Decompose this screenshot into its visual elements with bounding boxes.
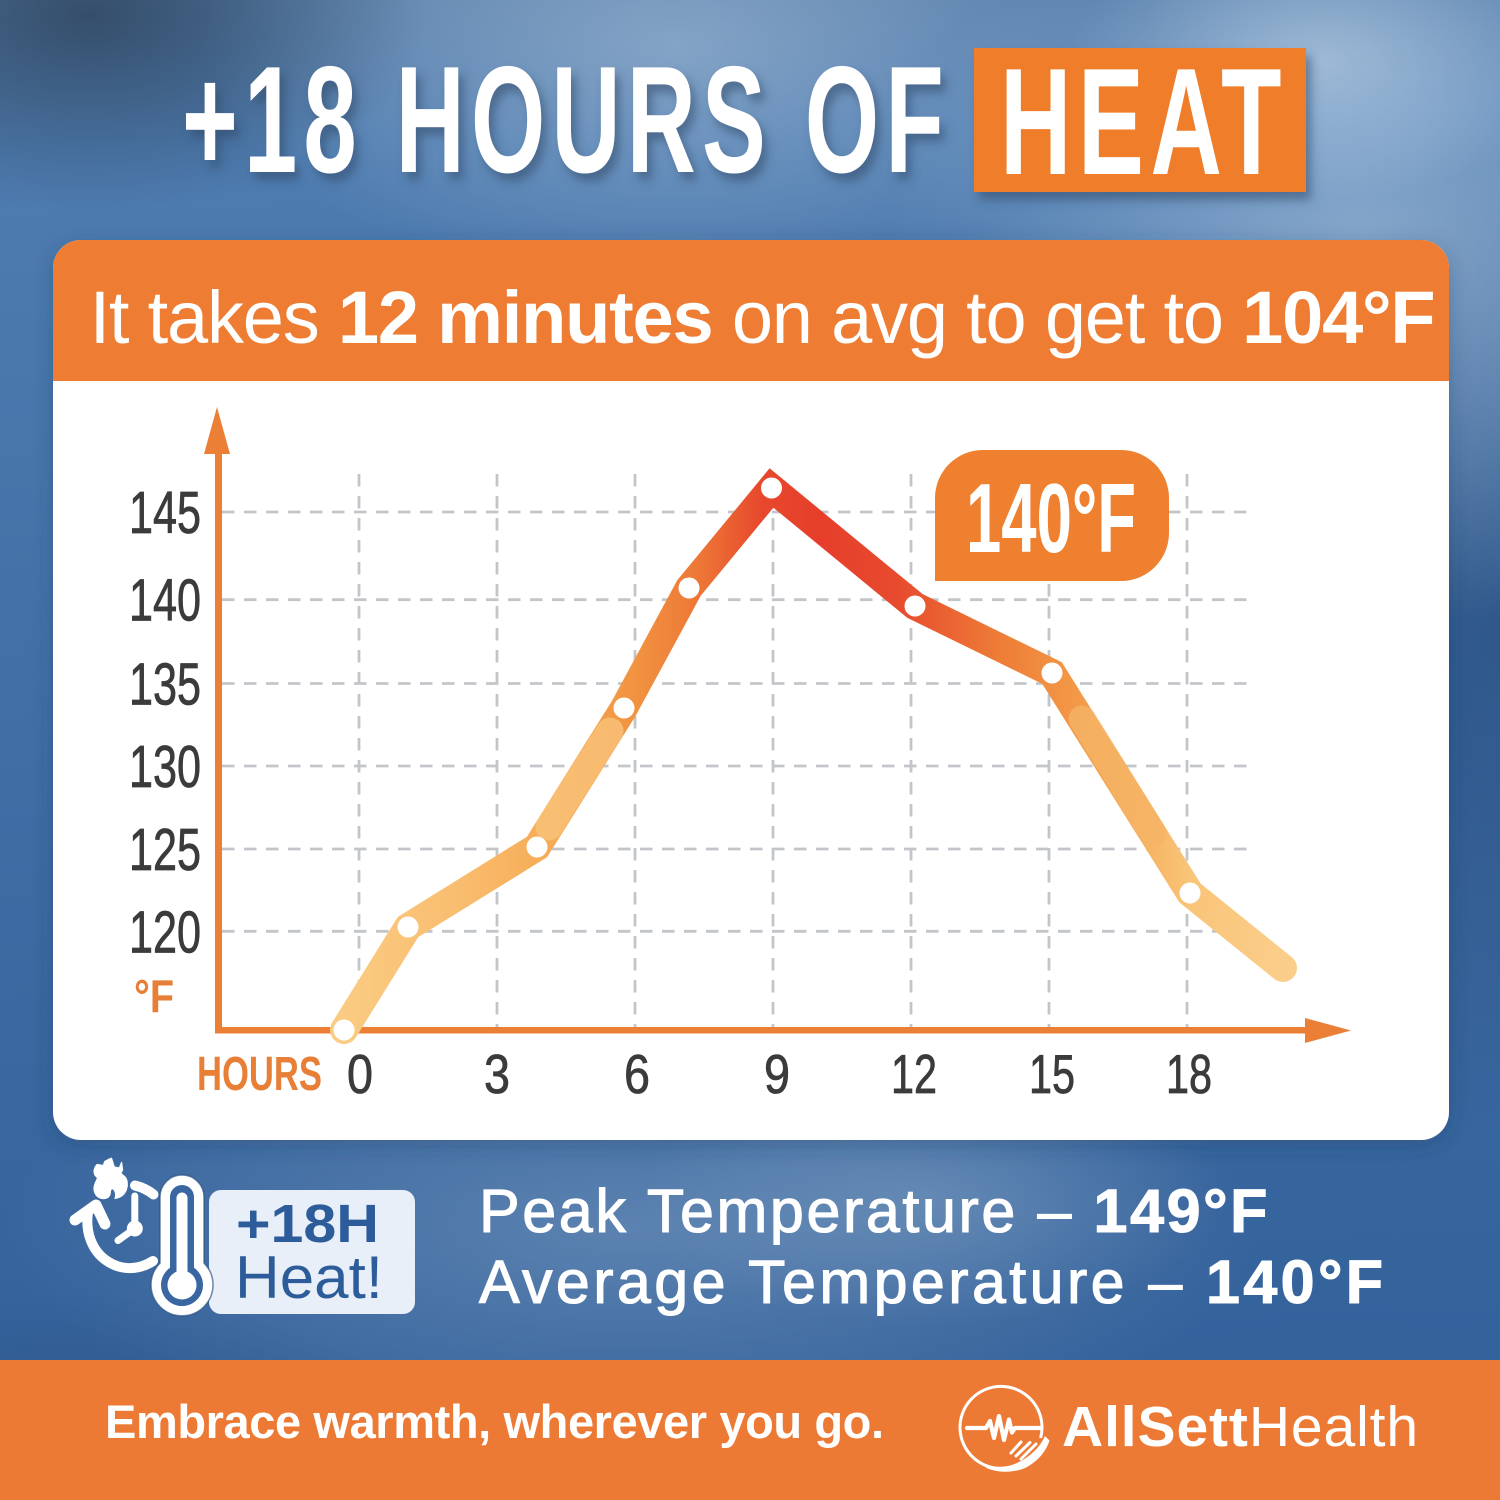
svg-text:12: 12 xyxy=(891,1043,937,1105)
svg-text:It takes 12 minutes on avg to: It takes 12 minutes on avg to get to 104… xyxy=(90,276,1435,359)
svg-text:AllSettHealth: AllSettHealth xyxy=(1062,1395,1419,1459)
svg-text:HEAT: HEAT xyxy=(1000,37,1288,207)
svg-text:Average Temperature – 140°F: Average Temperature – 140°F xyxy=(479,1248,1386,1316)
svg-text:120: 120 xyxy=(129,899,201,965)
svg-text:+18H: +18H xyxy=(236,1194,379,1254)
svg-text:6: 6 xyxy=(624,1043,650,1105)
svg-text:9: 9 xyxy=(764,1043,790,1105)
svg-text:3: 3 xyxy=(484,1043,510,1105)
svg-text:140°F: 140°F xyxy=(966,463,1136,573)
svg-text:18: 18 xyxy=(1166,1043,1212,1105)
svg-text:Embrace warmth, wherever you g: Embrace warmth, wherever you go. xyxy=(105,1395,884,1448)
svg-text:135: 135 xyxy=(129,652,201,718)
svg-text:+18 HOURS OF: +18 HOURS OF xyxy=(182,35,950,205)
svg-text:140: 140 xyxy=(129,568,201,634)
svg-text:145: 145 xyxy=(129,480,201,546)
svg-text:15: 15 xyxy=(1029,1043,1075,1105)
svg-text:°F: °F xyxy=(134,970,174,1022)
svg-text:Heat!: Heat! xyxy=(235,1244,383,1311)
svg-text:125: 125 xyxy=(129,817,201,883)
svg-text:Peak Temperature – 149°F: Peak Temperature – 149°F xyxy=(479,1177,1270,1245)
svg-text:130: 130 xyxy=(129,734,201,800)
svg-text:HOURS: HOURS xyxy=(197,1048,322,1101)
svg-text:0: 0 xyxy=(347,1043,373,1105)
